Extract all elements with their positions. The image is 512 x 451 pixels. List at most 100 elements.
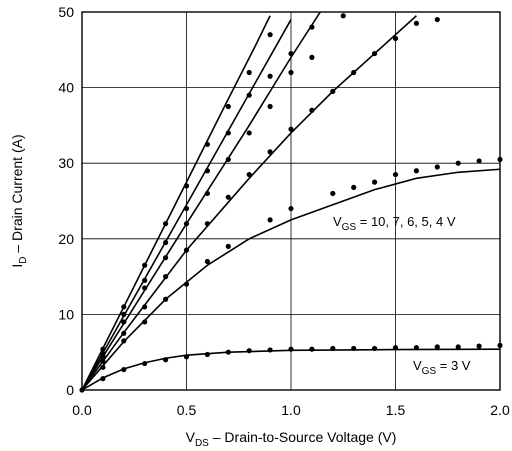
data-point-vgs-4 <box>163 296 169 302</box>
data-point-vgs-5 <box>142 304 148 310</box>
data-point-vgs-3 <box>100 376 106 382</box>
data-point-vgs-6 <box>183 221 190 227</box>
data-point-vgs-3 <box>204 351 210 358</box>
data-point-vgs-6 <box>121 319 127 325</box>
data-point-vgs-4 <box>372 179 378 185</box>
data-point-vgs-7 <box>246 92 252 98</box>
x-tick-label: 1.5 <box>386 402 406 418</box>
data-point-vgs-4 <box>100 364 106 370</box>
data-point-vgs-4 <box>455 160 461 166</box>
y-tick-label: 20 <box>58 231 74 247</box>
data-point-vgs-5 <box>288 126 294 132</box>
plot-frame <box>81 11 501 391</box>
data-point-vgs-3 <box>163 357 169 363</box>
data-point-vgs-6 <box>267 103 273 110</box>
data-point-vgs-4 <box>351 184 357 190</box>
series-line-vgs-4 <box>82 168 500 390</box>
annotation-vgs-high-main: V <box>333 214 342 229</box>
data-point-vgs-10 <box>163 221 169 227</box>
data-point-vgs-7 <box>309 24 315 30</box>
series-line-vgs-10 <box>82 15 271 390</box>
data-point-vgs-3 <box>351 345 357 352</box>
series-curves <box>82 12 500 390</box>
data-point-vgs-6 <box>340 13 346 19</box>
data-point-vgs-7 <box>225 130 231 136</box>
data-point-vgs-3 <box>434 344 440 350</box>
series-line-vgs-7 <box>82 19 292 390</box>
data-point-vgs-3 <box>246 348 252 354</box>
data-point-vgs-3 <box>372 345 378 352</box>
x-axis-title: VDS – Drain-to-Source Voltage (V) <box>186 429 397 449</box>
annotation-vgs-3-sub: GS <box>422 366 437 377</box>
grid <box>82 12 500 390</box>
data-point-vgs-4 <box>121 338 127 344</box>
data-point-vgs-5 <box>392 35 399 42</box>
series-line-vgs-3 <box>82 348 500 390</box>
x-tick-label: 0.5 <box>177 402 197 418</box>
series-line-vgs-5 <box>82 15 417 390</box>
data-point-vgs-4 <box>330 190 336 197</box>
data-point-vgs-3 <box>225 349 231 355</box>
y-axis-title-main: I <box>9 264 25 268</box>
annotation-vgs-high: VGS = 10, 7, 6, 5, 4 V <box>333 214 456 233</box>
data-point-vgs-3 <box>330 345 336 352</box>
data-point-vgs-4 <box>204 258 210 265</box>
data-point-vgs-10 <box>121 304 127 310</box>
data-point-vgs-6 <box>288 69 294 76</box>
data-point-vgs-3 <box>142 360 148 367</box>
data-point-vgs-10 <box>100 346 106 352</box>
data-point-vgs-6 <box>309 54 315 60</box>
data-point-vgs-4 <box>142 319 148 325</box>
data-point-vgs-3 <box>183 354 190 360</box>
data-point-vgs-7 <box>142 277 148 283</box>
data-point-vgs-6 <box>246 130 252 136</box>
data-point-vgs-3 <box>267 347 273 353</box>
annotation-vgs-3-main: V <box>413 358 422 373</box>
data-point-vgs-4 <box>267 217 273 223</box>
y-tick-label: 10 <box>58 306 74 322</box>
y-tick-label: 30 <box>58 155 74 171</box>
data-point-vgs-10 <box>142 262 148 268</box>
data-point-vgs-3 <box>288 346 294 352</box>
data-point-vgs-7 <box>267 73 273 79</box>
x-tick-label: 0.0 <box>72 402 92 418</box>
data-point-vgs-5 <box>434 16 440 23</box>
data-point-vgs-10 <box>183 183 190 189</box>
data-point-vgs-5 <box>267 149 273 155</box>
data-point-vgs-7 <box>288 50 294 57</box>
x-axis-title-sub: DS <box>195 438 209 449</box>
data-point-vgs-6 <box>100 353 106 359</box>
data-point-vgs-3 <box>476 343 482 349</box>
y-axis-title: ID – Drain Current (A) <box>9 134 29 267</box>
data-point-vgs-3 <box>392 345 399 351</box>
x-axis-title-rest: – Drain-to-Source Voltage (V) <box>209 429 397 445</box>
annotation-vgs-high-sub: GS <box>342 222 357 233</box>
data-point-vgs-3 <box>455 344 461 350</box>
x-tick-label: 1.0 <box>281 402 301 418</box>
data-point-vgs-4 <box>225 243 231 249</box>
data-point-vgs-5 <box>204 221 210 227</box>
data-point-vgs-7 <box>204 168 210 174</box>
data-point-vgs-10 <box>225 103 231 110</box>
y-axis-title-rest: – Drain Current (A) <box>9 134 25 256</box>
data-point-vgs-3 <box>309 346 315 352</box>
series-line-vgs-6 <box>82 12 321 390</box>
data-point-vgs-6 <box>163 255 169 261</box>
data-point-vgs-5 <box>225 194 231 200</box>
data-point-vgs-5 <box>163 274 169 280</box>
data-point-vgs-5 <box>330 88 336 94</box>
y-tick-label: 40 <box>58 80 74 96</box>
data-point-vgs-5 <box>309 107 315 113</box>
y-axis-title-sub: D <box>18 257 29 264</box>
data-point-vgs-5 <box>100 358 106 364</box>
data-point-vgs-4 <box>476 158 482 164</box>
data-point-vgs-3 <box>413 345 419 351</box>
annotation-vgs-high-rest: = 10, 7, 6, 5, 4 V <box>356 214 456 229</box>
data-point-vgs-7 <box>163 239 169 246</box>
data-point-vgs-7 <box>121 311 127 317</box>
data-point-vgs-4 <box>392 171 399 178</box>
data-point-vgs-7 <box>183 205 190 212</box>
data-point-vgs-4 <box>434 164 440 170</box>
data-point-vgs-4 <box>288 205 294 212</box>
